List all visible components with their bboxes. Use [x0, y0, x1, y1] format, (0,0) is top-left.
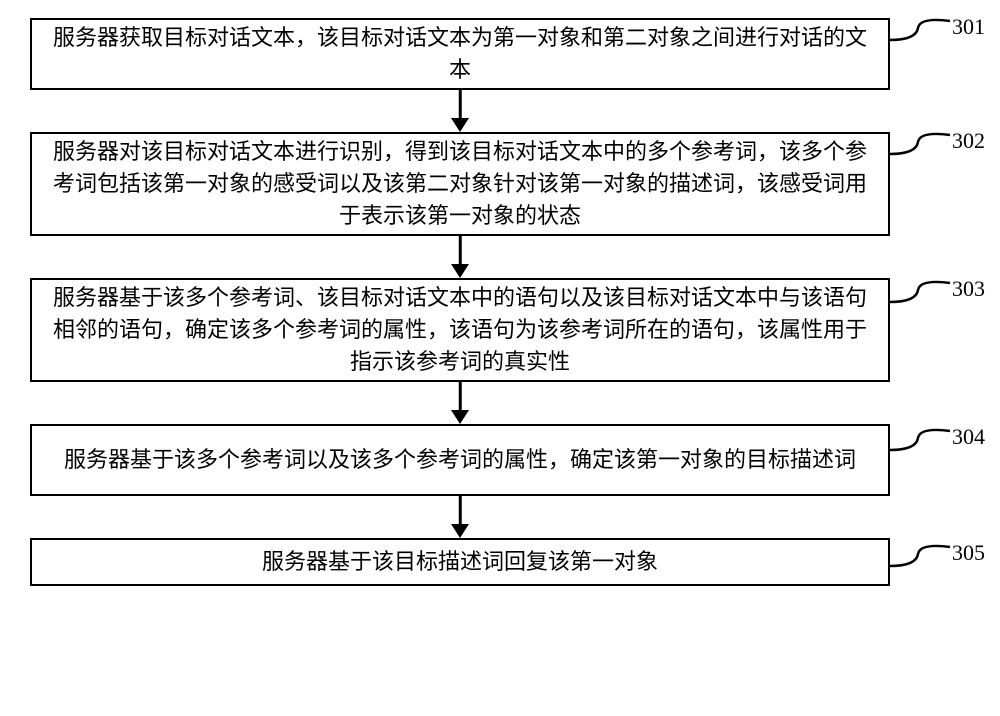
callout-connector-301: [888, 18, 958, 58]
step-box-303: 服务器基于该多个参考词、该目标对话文本中的语句以及该目标对话文本中与该语句相邻的…: [30, 278, 890, 382]
step-label-303: 303: [952, 276, 985, 302]
callout-connector-305: [888, 544, 958, 584]
flowchart-container: 服务器获取目标对话文本，该目标对话文本为第一对象和第二对象之间进行对话的文本 3…: [30, 18, 970, 586]
callout-connector-303: [888, 280, 958, 320]
step-label-304: 304: [952, 424, 985, 450]
step-text: 服务器基于该多个参考词以及该多个参考词的属性，确定该第一对象的目标描述词: [64, 444, 856, 476]
step-text: 服务器基于该多个参考词、该目标对话文本中的语句以及该目标对话文本中与该语句相邻的…: [50, 282, 870, 378]
step-text: 服务器获取目标对话文本，该目标对话文本为第一对象和第二对象之间进行对话的文本: [50, 22, 870, 86]
step-label-305: 305: [952, 540, 985, 566]
step-text: 服务器对该目标对话文本进行识别，得到该目标对话文本中的多个参考词，该多个参考词包…: [50, 136, 870, 232]
step-box-305: 服务器基于该目标描述词回复该第一对象: [30, 538, 890, 586]
step-text: 服务器基于该目标描述词回复该第一对象: [262, 546, 658, 578]
step-label-302: 302: [952, 128, 985, 154]
step-label-301: 301: [952, 14, 985, 40]
arrow-down-icon: [30, 496, 890, 538]
callout-connector-302: [888, 132, 958, 172]
step-box-301: 服务器获取目标对话文本，该目标对话文本为第一对象和第二对象之间进行对话的文本: [30, 18, 890, 90]
step-box-304: 服务器基于该多个参考词以及该多个参考词的属性，确定该第一对象的目标描述词: [30, 424, 890, 496]
arrow-down-icon: [30, 90, 890, 132]
step-box-302: 服务器对该目标对话文本进行识别，得到该目标对话文本中的多个参考词，该多个参考词包…: [30, 132, 890, 236]
arrow-down-icon: [30, 382, 890, 424]
arrow-down-icon: [30, 236, 890, 278]
callout-connector-304: [888, 428, 958, 468]
